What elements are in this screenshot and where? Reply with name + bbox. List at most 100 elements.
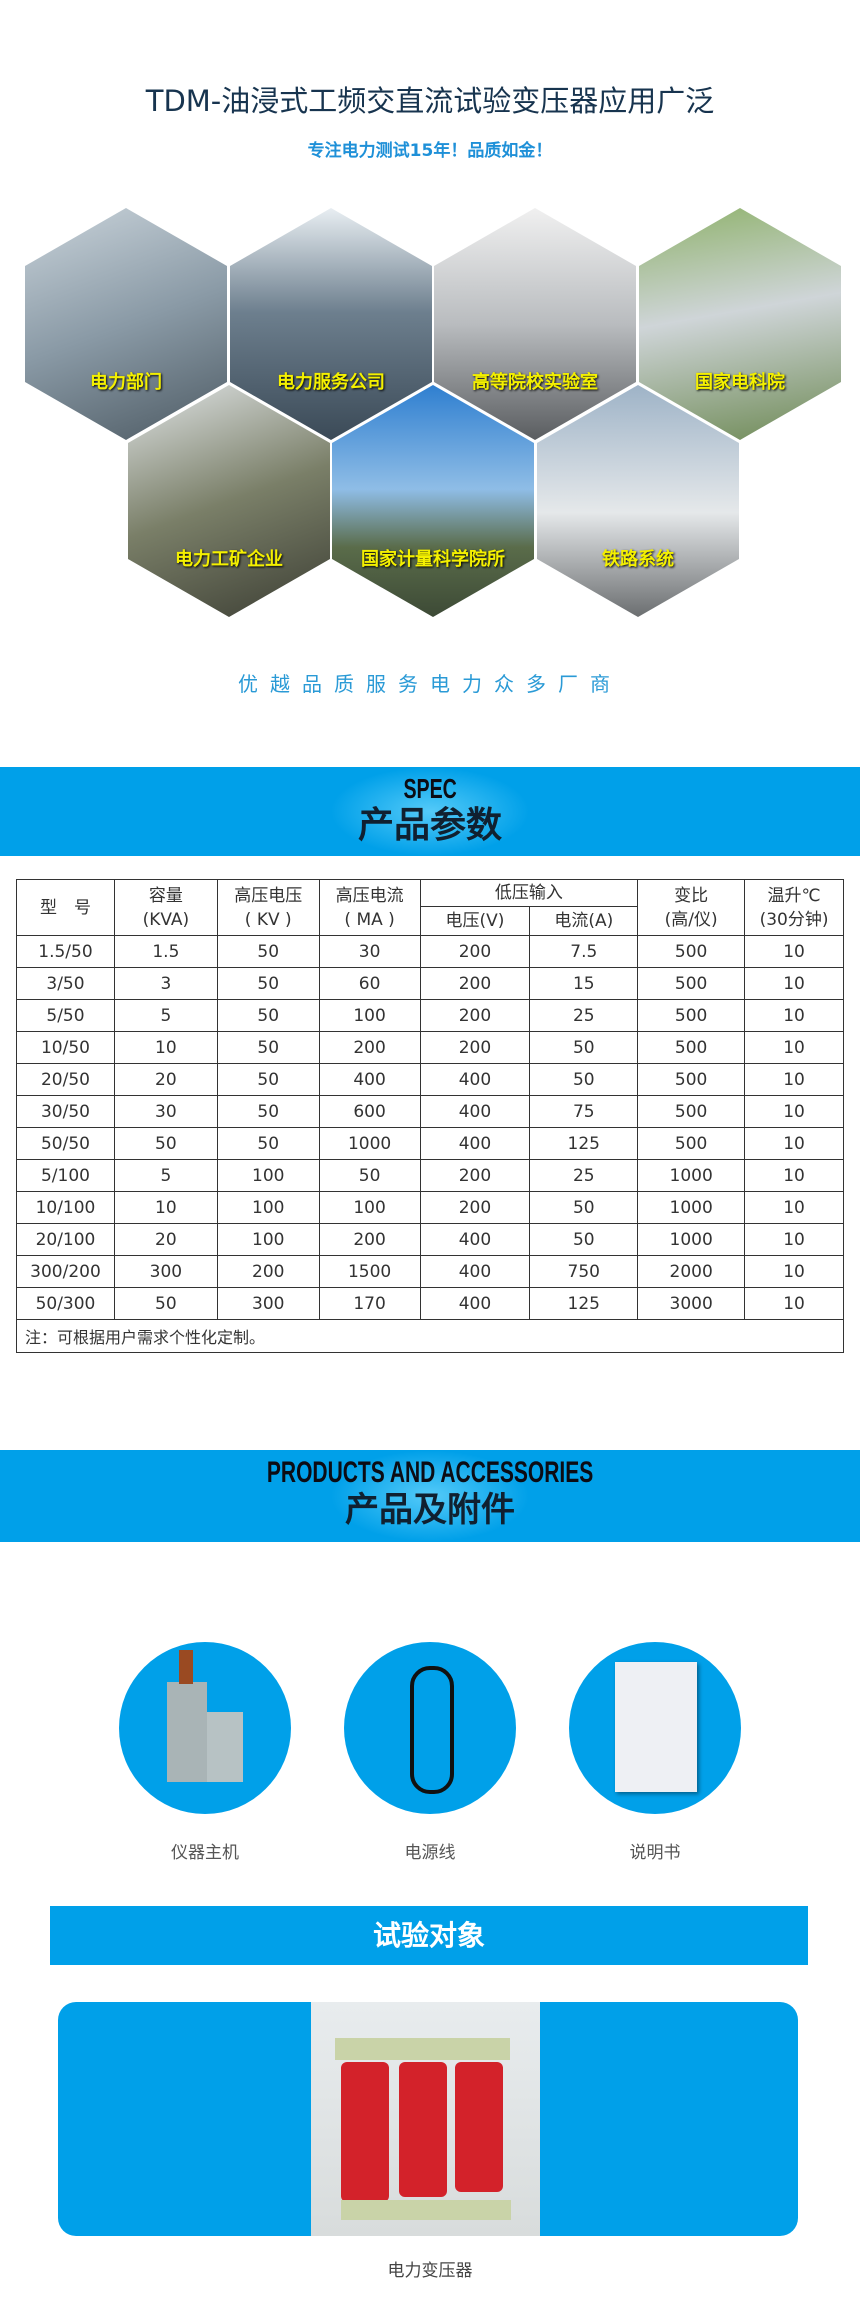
accessory-label: 仪器主机 xyxy=(171,1843,239,1863)
table-cell: 170 xyxy=(318,1287,421,1320)
slogan: 优越品质服务电力众多厂商 xyxy=(238,672,622,696)
table-cell: 50 xyxy=(529,1223,639,1256)
header-lv-input: 低压输入 xyxy=(419,879,639,907)
table-cell: 30 xyxy=(318,935,421,968)
table-cell: 500 xyxy=(637,1127,746,1160)
table-cell: 3/50 xyxy=(16,967,115,1000)
table-cell: 400 xyxy=(419,1095,531,1128)
table-cell: 50 xyxy=(216,1063,320,1096)
table-cell: 300 xyxy=(216,1287,320,1320)
table-cell: 5/50 xyxy=(16,999,115,1032)
table-cell: 400 xyxy=(419,1063,531,1096)
table-cell: 10 xyxy=(744,1255,844,1288)
hex-label: 国家电科院 xyxy=(695,372,785,393)
hex-label: 国家计量科学院所 xyxy=(361,549,505,570)
table-cell: 200 xyxy=(419,1191,531,1224)
table-cell: 10 xyxy=(744,1095,844,1128)
table-row: 30/50 30 50 600 400 75 500 10 xyxy=(16,1095,844,1128)
table-cell: 50 xyxy=(113,1127,218,1160)
hex-label: 高等院校实验室 xyxy=(472,372,598,393)
table-cell: 1.5 xyxy=(113,935,218,968)
table-row: 20/50 20 50 400 400 50 500 10 xyxy=(16,1063,844,1096)
header-capacity: 容量 (KVA) xyxy=(113,879,218,936)
header-hv: 高压电压( KV ) xyxy=(216,879,320,936)
table-cell: 10 xyxy=(113,1031,218,1064)
table-cell: 50 xyxy=(216,1031,320,1064)
table-row: 10/50 10 50 200 200 50 500 10 xyxy=(16,1031,844,1064)
table-cell: 200 xyxy=(419,999,531,1032)
table-cell: 100 xyxy=(216,1159,320,1192)
table-cell: 50 xyxy=(216,935,320,968)
table-cell: 1500 xyxy=(318,1255,421,1288)
table-cell: 20 xyxy=(113,1063,218,1096)
table-cell: 50 xyxy=(113,1287,218,1320)
table-cell: 200 xyxy=(318,1223,421,1256)
table-cell: 3 xyxy=(113,967,218,1000)
table-cell: 15 xyxy=(529,967,639,1000)
hex-label: 电力工矿企业 xyxy=(175,549,283,570)
table-cell: 10 xyxy=(744,1223,844,1256)
table-cell: 500 xyxy=(637,1063,746,1096)
table-cell: 400 xyxy=(419,1127,531,1160)
table-cell: 10/100 xyxy=(16,1191,115,1224)
table-cell: 500 xyxy=(637,1095,746,1128)
table-cell: 1000 xyxy=(318,1127,421,1160)
table-cell: 20 xyxy=(113,1223,218,1256)
table-row: 5/50 5 50 100 200 25 500 10 xyxy=(16,999,844,1032)
table-cell: 100 xyxy=(216,1223,320,1256)
table-cell: 1000 xyxy=(637,1191,746,1224)
table-cell: 50 xyxy=(529,1191,639,1224)
table-cell: 75 xyxy=(529,1095,639,1128)
table-cell: 10 xyxy=(744,1127,844,1160)
power-transformer-image xyxy=(311,2002,540,2236)
hex-label: 电力部门 xyxy=(90,372,162,393)
header-temp: 温升℃ (30分钟) xyxy=(744,879,844,936)
table-cell: 10 xyxy=(744,935,844,968)
table-cell: 10 xyxy=(744,1191,844,1224)
table-cell: 200 xyxy=(216,1255,320,1288)
table-cell: 125 xyxy=(529,1287,639,1320)
accessory-label: 说明书 xyxy=(629,1843,681,1863)
table-cell: 100 xyxy=(216,1191,320,1224)
hex-label: 电力服务公司 xyxy=(277,372,385,393)
spec-title-en: SPEC xyxy=(403,773,457,804)
table-cell: 5 xyxy=(113,999,218,1032)
table-cell: 20/50 xyxy=(16,1063,115,1096)
table-cell: 600 xyxy=(318,1095,421,1128)
table-cell: 10 xyxy=(744,1063,844,1096)
table-cell: 10 xyxy=(744,1287,844,1320)
table-cell: 3000 xyxy=(637,1287,746,1320)
table-cell: 1000 xyxy=(637,1159,746,1192)
table-cell: 30/50 xyxy=(16,1095,115,1128)
page-title: TDM-油浸式工频交直流试验变压器应用广泛 xyxy=(145,84,715,118)
header-ratio: 变比 (高/仪) xyxy=(637,879,746,936)
header-model: 型 号 xyxy=(16,879,115,936)
table-cell: 500 xyxy=(637,999,746,1032)
accessory-manual-image xyxy=(569,1642,741,1814)
spec-table: 型 号 容量 (KVA) 高压电压( KV ) 高压电流( MA ) 低压输入 变… xyxy=(16,879,844,1353)
table-cell: 200 xyxy=(419,967,531,1000)
table-cell: 5 xyxy=(113,1159,218,1192)
table-row: 1.5/50 1.5 50 30 200 7.5 500 10 xyxy=(16,935,844,968)
table-cell: 60 xyxy=(318,967,421,1000)
table-cell: 30 xyxy=(113,1095,218,1128)
table-row: 3/50 3 50 60 200 15 500 10 xyxy=(16,967,844,1000)
table-cell: 10 xyxy=(744,1031,844,1064)
table-cell: 400 xyxy=(419,1287,531,1320)
table-note: 注：可根据用户需求个性化定制。 xyxy=(16,1319,844,1353)
table-cell: 50/50 xyxy=(16,1127,115,1160)
table-cell: 300/200 xyxy=(16,1255,115,1288)
table-cell: 50 xyxy=(216,1095,320,1128)
table-cell: 500 xyxy=(637,935,746,968)
accessories-title-cn: 产品及附件 xyxy=(345,1490,515,1530)
test-object-banner: 试验对象 xyxy=(50,1906,808,1965)
table-cell: 7.5 xyxy=(529,935,639,968)
table-cell: 200 xyxy=(318,1031,421,1064)
table-cell: 25 xyxy=(529,1159,639,1192)
spec-banner: SPEC 产品参数 xyxy=(0,767,860,856)
table-cell: 400 xyxy=(419,1255,531,1288)
table-cell: 10/50 xyxy=(16,1031,115,1064)
table-cell: 50 xyxy=(216,1127,320,1160)
table-cell: 5/100 xyxy=(16,1159,115,1192)
table-cell: 300 xyxy=(113,1255,218,1288)
